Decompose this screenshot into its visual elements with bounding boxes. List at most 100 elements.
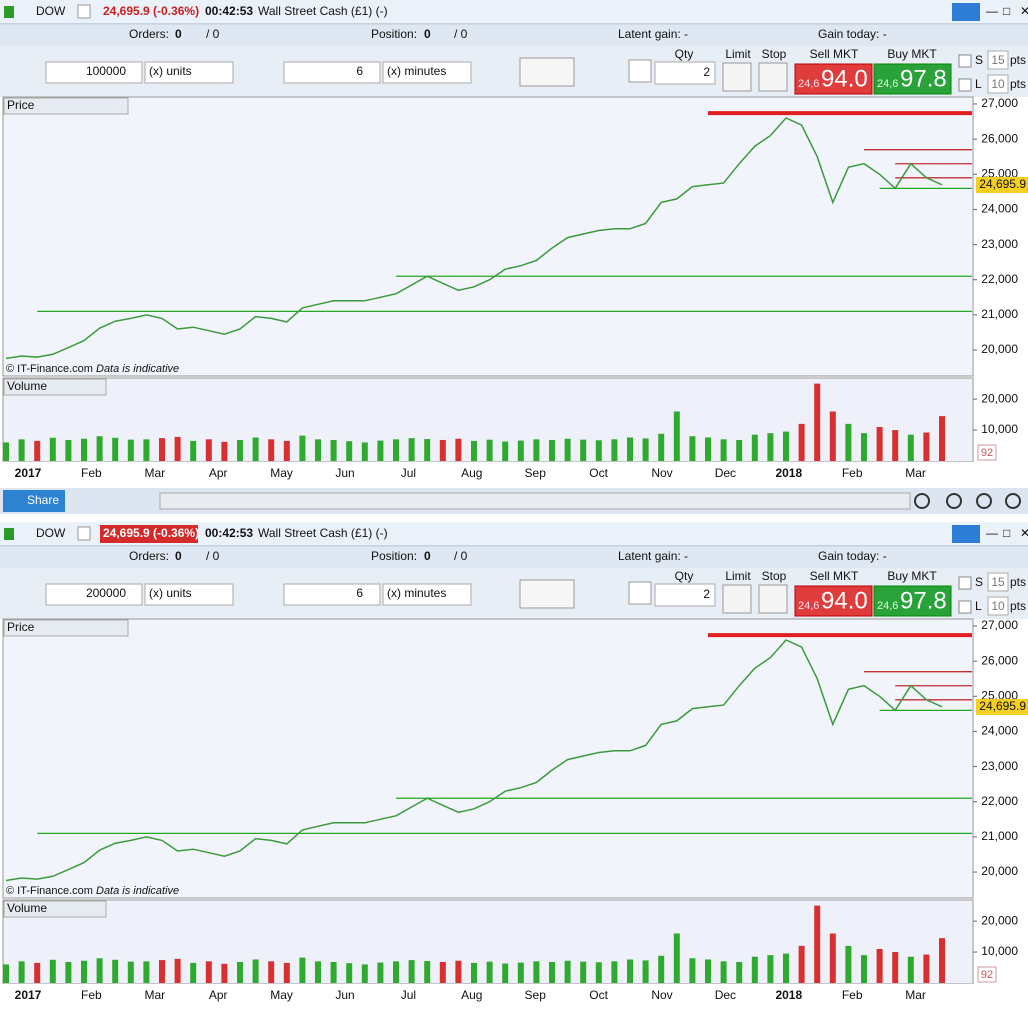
window-button[interactable]: — (986, 526, 998, 540)
period-input[interactable] (283, 61, 381, 84)
sell-prefix: 24,6 (798, 78, 819, 90)
sell-prefix: 24,6 (798, 600, 819, 612)
buy-button[interactable] (873, 585, 952, 617)
sell-button[interactable] (794, 585, 873, 617)
x-tick-label: Nov (651, 466, 672, 480)
volume-bar (642, 438, 649, 461)
window-button[interactable]: — (986, 4, 998, 18)
x-tick-label: Oct (589, 988, 608, 1002)
toolbar-icon[interactable] (976, 493, 992, 509)
volume-bar (876, 426, 883, 461)
limit-button[interactable] (722, 584, 752, 614)
period-select[interactable] (382, 61, 472, 84)
volume-bar (549, 439, 555, 461)
volume-bar (471, 962, 477, 983)
volume-bar (751, 956, 758, 983)
units-input[interactable] (45, 61, 143, 84)
volume-bar (611, 961, 618, 983)
window-button[interactable]: □ (1003, 4, 1010, 18)
copyright: © IT-Finance.com (6, 363, 93, 375)
window-menu (952, 3, 980, 21)
s-pts: 15 (991, 53, 1005, 67)
volume-bar (486, 961, 493, 983)
instrument: Wall Street Cash (£1) (-) (258, 4, 388, 18)
l-check[interactable] (958, 78, 972, 92)
x-tick-label: Aug (461, 466, 482, 480)
indicator-button[interactable] (519, 57, 575, 87)
volume-label-bg (3, 378, 107, 396)
symbol: DOW (36, 4, 66, 18)
volume-bar (829, 933, 836, 983)
x-tick-label: May (270, 466, 293, 480)
volume-bar (361, 964, 368, 983)
volume-bar (112, 959, 119, 983)
wrench-button[interactable] (628, 59, 652, 83)
position-total: / 0 (454, 549, 468, 563)
volume-bar (49, 437, 56, 461)
l-box (987, 596, 1009, 616)
indicator-button[interactable] (519, 579, 575, 609)
window-button[interactable]: ✕ (1020, 4, 1028, 18)
quote: 24,695.9 (-0.36%) (103, 526, 199, 540)
s-check[interactable] (958, 54, 972, 68)
buy-button[interactable] (873, 63, 952, 95)
info-row (0, 547, 1028, 568)
units-suffix: (x) units (149, 586, 192, 600)
volume-bar (315, 961, 321, 983)
position: 0 (424, 27, 431, 41)
volume-bar (393, 439, 399, 461)
units-select[interactable] (144, 61, 234, 84)
volume-bar (315, 439, 321, 461)
sell-button[interactable] (794, 63, 873, 95)
sell-label: Sell MKT (810, 569, 859, 583)
l-check[interactable] (958, 600, 972, 614)
share-button[interactable] (3, 490, 65, 512)
y-tick-label: 10,000 (981, 944, 1018, 958)
orders-total: / 0 (206, 549, 220, 563)
volume-bar (751, 434, 758, 461)
qty-input[interactable] (654, 61, 716, 85)
volume-bar (517, 440, 524, 461)
limit-button[interactable] (722, 62, 752, 92)
toolbar-icon[interactable] (1005, 493, 1021, 509)
l-box (987, 74, 1009, 94)
x-tick-label: 2017 (15, 466, 42, 480)
volume-bar (455, 438, 462, 461)
symbol: DOW (36, 526, 66, 540)
stop-button[interactable] (758, 62, 788, 92)
volume-bar (127, 961, 134, 983)
volume-bar (159, 960, 165, 983)
last-price-bg (976, 176, 1028, 193)
volume-bar (502, 963, 509, 983)
badge-bg (977, 966, 997, 983)
volume-bar (580, 961, 587, 983)
last-price-bg (976, 698, 1028, 715)
toolbar-icon[interactable] (946, 493, 962, 509)
icon (4, 528, 14, 540)
x-tick-label: Jul (401, 988, 416, 1002)
qty-input[interactable] (654, 583, 716, 607)
info-icon (77, 526, 91, 541)
scrollbar[interactable] (159, 492, 911, 510)
volume-bar (424, 439, 431, 461)
x-axis (0, 462, 1028, 486)
s-check[interactable] (958, 576, 972, 590)
volume-bar (96, 436, 103, 461)
orders-total: / 0 (206, 27, 220, 41)
copyright: © IT-Finance.com (6, 885, 93, 897)
stop-button[interactable] (758, 584, 788, 614)
units-input[interactable] (45, 583, 143, 606)
units-select[interactable] (144, 583, 234, 606)
window-button[interactable]: □ (1003, 526, 1010, 540)
toolbar-icon[interactable] (914, 493, 930, 509)
volume-bar (767, 433, 774, 461)
period-input[interactable] (283, 583, 381, 606)
wrench-button[interactable] (628, 581, 652, 605)
period-select[interactable] (382, 583, 472, 606)
window-button[interactable]: ✕ (1020, 526, 1028, 540)
volume-bar (237, 961, 243, 983)
sell: 94.0 (821, 65, 868, 92)
volume-bar (252, 959, 259, 983)
volume-bar (829, 411, 836, 461)
buy: 97.8 (900, 65, 947, 92)
